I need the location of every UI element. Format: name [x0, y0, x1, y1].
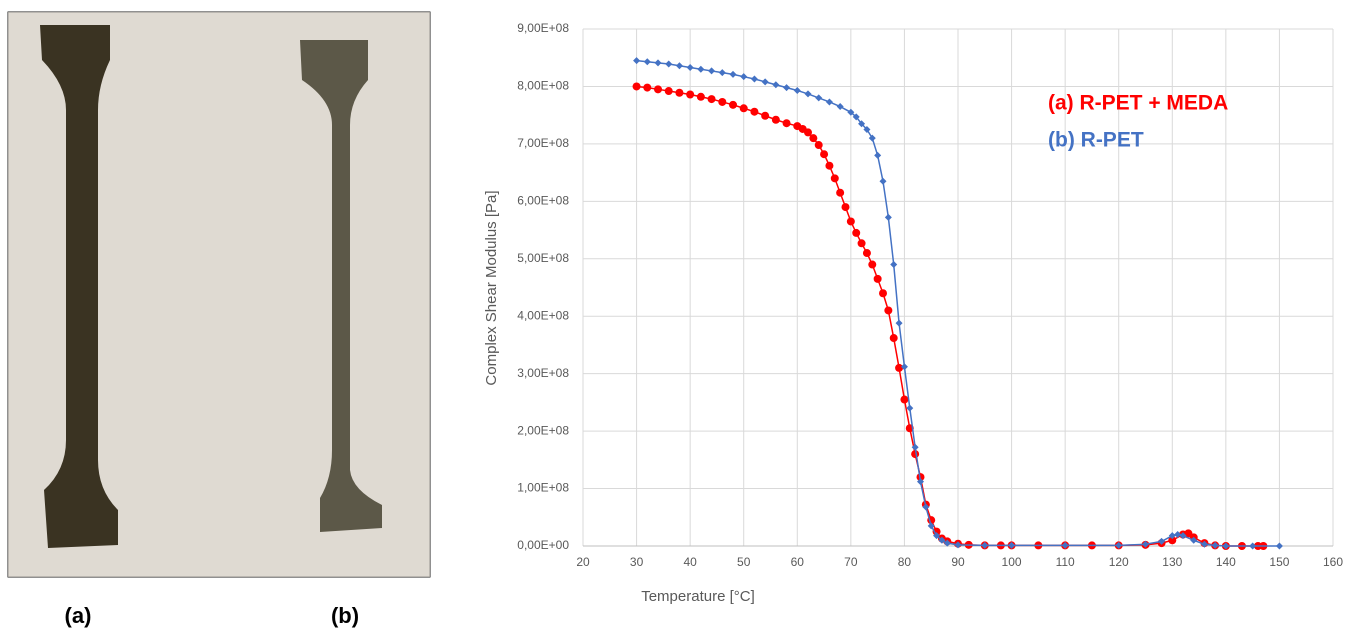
data-point	[826, 98, 833, 105]
data-point	[751, 75, 758, 82]
data-point	[719, 69, 726, 76]
data-point	[885, 214, 892, 221]
y-tick-label: 0,00E+00	[517, 538, 569, 552]
y-tick-label: 5,00E+08	[517, 251, 569, 265]
data-point	[852, 229, 860, 237]
data-point	[794, 87, 801, 94]
data-point	[729, 101, 737, 109]
data-point	[772, 116, 780, 124]
y-tick-label: 7,00E+08	[517, 136, 569, 150]
x-tick-label: 50	[737, 555, 751, 569]
y-tick-label: 4,00E+08	[517, 308, 569, 322]
y-tick-label: 6,00E+08	[517, 194, 569, 208]
data-point	[644, 58, 651, 65]
data-point	[815, 94, 822, 101]
data-point	[880, 178, 887, 185]
data-point	[740, 104, 748, 112]
y-tick-label: 3,00E+08	[517, 366, 569, 380]
data-point	[643, 84, 651, 92]
data-point	[730, 71, 737, 78]
data-point	[761, 112, 769, 120]
data-point	[837, 103, 844, 110]
data-point	[863, 249, 871, 257]
data-point	[1276, 543, 1283, 550]
data-point	[750, 108, 758, 116]
photo-label: (b)	[331, 603, 359, 628]
data-point	[896, 320, 903, 327]
data-point	[842, 203, 850, 211]
data-point	[836, 189, 844, 197]
data-point	[874, 152, 881, 159]
x-tick-label: 30	[630, 555, 644, 569]
data-point	[815, 141, 823, 149]
photo-label: (a)	[65, 603, 92, 628]
data-point	[874, 275, 882, 283]
x-tick-label: 90	[951, 555, 965, 569]
data-point	[686, 90, 694, 98]
y-tick-label: 9,00E+08	[517, 21, 569, 35]
x-tick-label: 80	[898, 555, 912, 569]
data-point	[783, 84, 790, 91]
figure: (a) (b) Temperature [°C] Complex Shear M…	[0, 0, 1349, 632]
data-point	[783, 119, 791, 127]
legend-entry: (a) R-PET + MEDA	[1048, 92, 1228, 115]
data-point	[884, 306, 892, 314]
data-point	[847, 217, 855, 225]
data-point	[718, 98, 726, 106]
x-tick-label: 130	[1162, 555, 1182, 569]
data-point	[655, 59, 662, 66]
data-point	[809, 134, 817, 142]
x-axis-label: Temperature [°C]	[641, 588, 755, 605]
data-point	[825, 162, 833, 170]
x-tick-label: 110	[1056, 555, 1075, 569]
x-tick-label: 120	[1109, 555, 1129, 569]
y-tick-label: 8,00E+08	[517, 79, 569, 93]
data-point	[740, 73, 747, 80]
data-point	[772, 81, 779, 88]
data-point	[708, 95, 716, 103]
data-point	[633, 82, 641, 90]
data-point	[900, 396, 908, 404]
data-point	[906, 405, 913, 412]
data-point	[868, 261, 876, 269]
data-point	[687, 64, 694, 71]
data-point	[890, 261, 897, 268]
data-point	[676, 62, 683, 69]
data-point	[697, 66, 704, 73]
x-tick-label: 150	[1269, 555, 1289, 569]
data-point	[665, 87, 673, 95]
x-tick-label: 140	[1216, 555, 1236, 569]
data-point	[928, 522, 935, 529]
data-point	[890, 334, 898, 342]
data-point	[654, 85, 662, 93]
y-axis-label: Complex Shear Modulus [Pa]	[483, 190, 500, 385]
data-point	[708, 67, 715, 74]
data-point	[895, 364, 903, 372]
data-point	[675, 89, 683, 97]
x-tick-label: 20	[576, 555, 590, 569]
data-point	[879, 289, 887, 297]
y-tick-label: 1,00E+08	[517, 481, 569, 495]
x-tick-label: 160	[1323, 555, 1343, 569]
data-point	[633, 57, 640, 64]
data-point	[805, 90, 812, 97]
legend-entry: (b) R-PET	[1048, 129, 1144, 152]
x-tick-label: 70	[844, 555, 858, 569]
x-tick-label: 60	[791, 555, 805, 569]
data-point	[858, 239, 866, 247]
data-point	[665, 61, 672, 68]
x-tick-label: 100	[1002, 555, 1022, 569]
x-tick-label: 40	[683, 555, 697, 569]
data-point	[820, 150, 828, 158]
photo: (a) (b)	[8, 12, 430, 628]
data-point	[831, 174, 839, 182]
y-tick-label: 2,00E+08	[517, 423, 569, 437]
data-point	[762, 78, 769, 85]
data-point	[869, 135, 876, 142]
data-point	[697, 93, 705, 101]
